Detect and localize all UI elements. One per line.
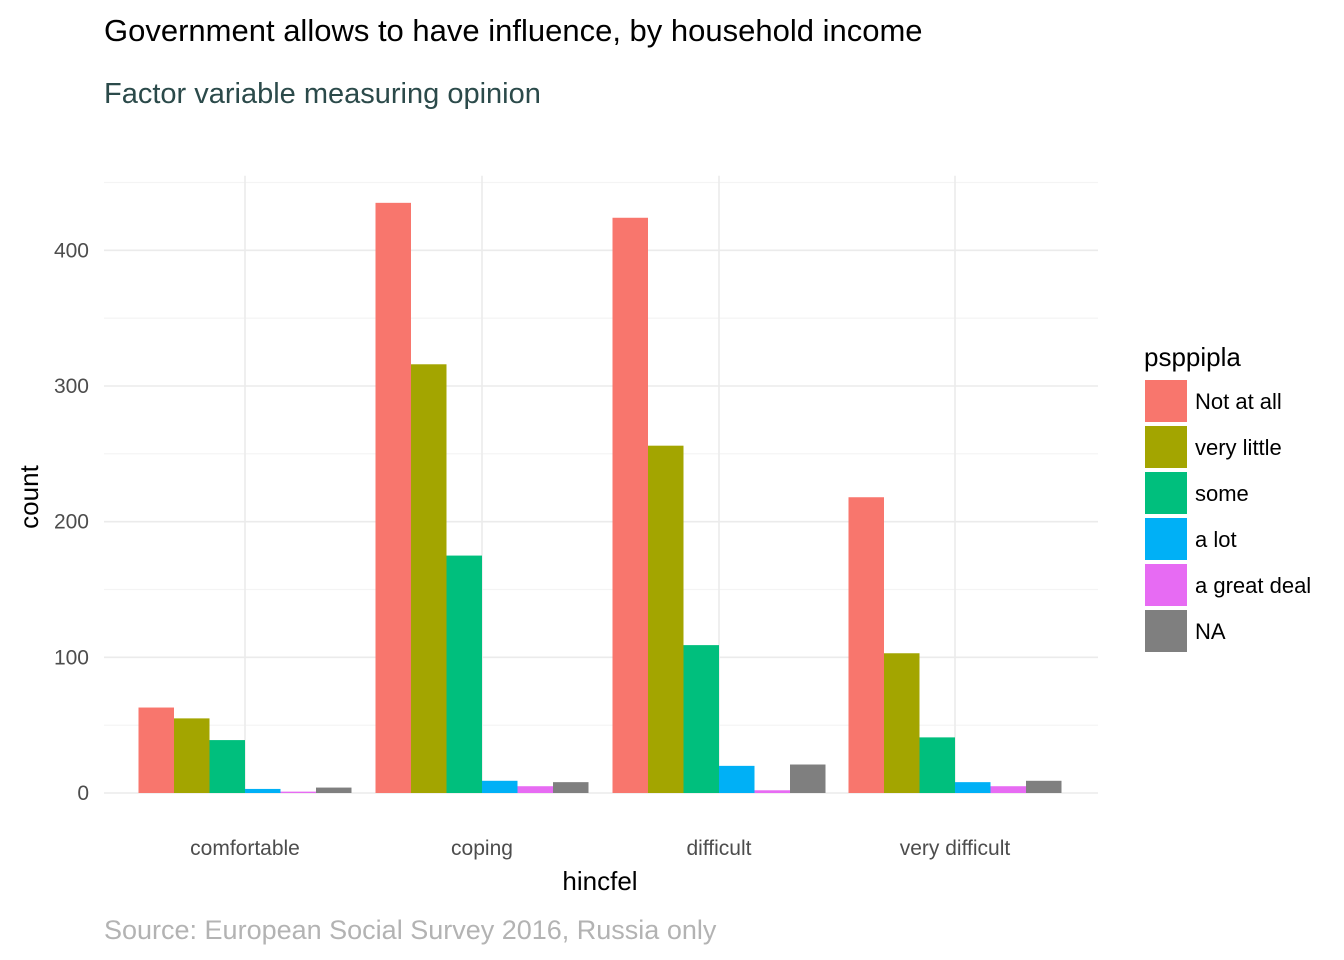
bar	[990, 786, 1026, 793]
legend-key	[1145, 610, 1187, 652]
bar	[683, 645, 719, 793]
bar	[955, 782, 991, 793]
legend-label: some	[1195, 481, 1249, 506]
bar	[482, 780, 518, 793]
bar	[446, 555, 482, 793]
bar	[1026, 780, 1062, 793]
bar	[553, 782, 589, 793]
bar	[280, 791, 316, 793]
bar	[138, 707, 174, 793]
y-tick-label: 300	[54, 375, 89, 398]
x-tick-label: very difficult	[900, 837, 1011, 860]
bar	[411, 364, 447, 793]
bar	[884, 653, 920, 793]
legend-key	[1145, 426, 1187, 468]
legend-title: psppipla	[1144, 342, 1241, 372]
bar	[517, 786, 553, 793]
legend-label: a great deal	[1195, 573, 1311, 598]
x-tick-label: difficult	[687, 837, 752, 860]
legend-key	[1145, 564, 1187, 606]
legend: psppipla Not at all very little some a lot a…	[1144, 342, 1311, 652]
x-tick-label: comfortable	[190, 837, 300, 860]
legend-label: Not at all	[1195, 389, 1282, 414]
y-axis-title: count	[14, 464, 44, 528]
legend-label: a lot	[1195, 527, 1237, 552]
bar	[245, 788, 281, 793]
chart-caption: Source: European Social Survey 2016, Rus…	[104, 915, 717, 945]
bar	[612, 217, 648, 793]
bar	[648, 445, 684, 793]
x-axis-title: hincfel	[562, 866, 637, 896]
grid	[104, 175, 1098, 794]
chart-subtitle: Factor variable measuring opinion	[104, 78, 541, 110]
legend-label: very little	[1195, 435, 1282, 460]
legend-key	[1145, 518, 1187, 560]
bar	[919, 737, 955, 793]
legend-key	[1145, 472, 1187, 514]
y-axis-ticks: 0 100 200 300 400	[54, 239, 89, 805]
legend-label: NA	[1195, 619, 1226, 644]
bar	[375, 202, 411, 793]
bar	[719, 765, 755, 793]
bar	[848, 497, 884, 793]
y-tick-label: 400	[54, 239, 89, 262]
bar	[316, 787, 352, 793]
x-axis-ticks: comfortable coping difficult very difficult	[190, 837, 1010, 860]
y-tick-label: 100	[54, 646, 89, 669]
y-tick-label: 0	[77, 782, 89, 805]
bar	[174, 718, 210, 793]
bars	[138, 202, 1062, 793]
y-tick-label: 200	[54, 511, 89, 534]
chart-title: Government allows to have influence, by …	[104, 13, 923, 48]
x-tick-label: coping	[451, 837, 513, 860]
bar	[790, 764, 826, 793]
legend-key	[1145, 380, 1187, 422]
bar	[754, 790, 790, 793]
bar	[209, 740, 245, 793]
